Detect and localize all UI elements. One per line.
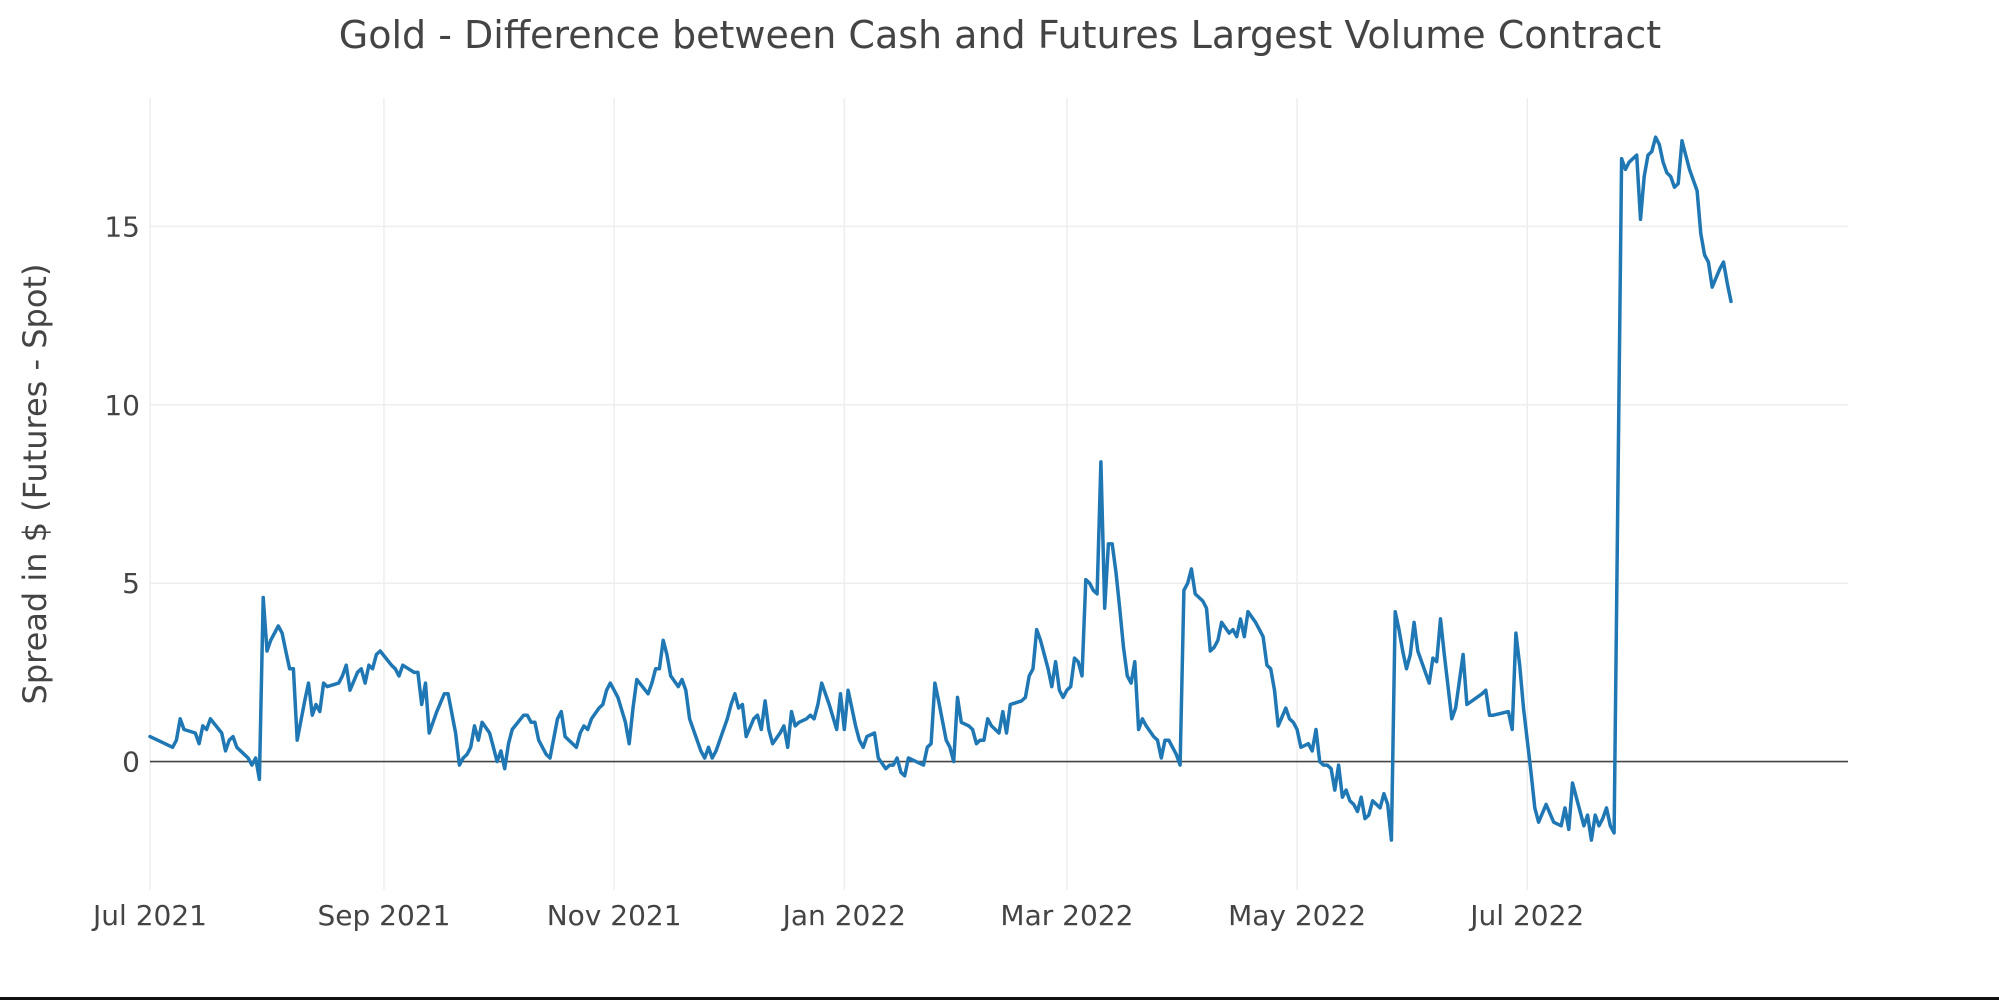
x-tick-label: Jan 2022	[781, 899, 906, 932]
x-tick-label: Nov 2021	[547, 899, 682, 932]
y-tick-label: 5	[122, 567, 140, 600]
x-axis-ticks: Jul 2021 Sep 2021 Nov 2021 Jan 2022 Mar 2022…	[91, 899, 1584, 932]
y-tick-label: 15	[104, 210, 140, 243]
x-tick-label: Sep 2021	[317, 899, 450, 932]
bottom-border	[0, 997, 1999, 1000]
y-axis-ticks: 0 5 10 15	[104, 210, 140, 778]
chart-title: Gold - Difference between Cash and Futur…	[339, 13, 1661, 57]
x-tick-label: Mar 2022	[1000, 899, 1133, 932]
x-tick-label: May 2022	[1228, 899, 1366, 932]
x-tick-label: Jul 2022	[1468, 899, 1584, 932]
x-tick-label: Jul 2021	[91, 899, 207, 932]
y-tick-label: 10	[104, 389, 140, 422]
y-tick-label: 0	[122, 746, 140, 779]
y-axis-label: Spread in $ (Futures - Spot)	[16, 264, 54, 705]
series-line	[148, 135, 1733, 842]
grid	[149, 98, 1848, 890]
